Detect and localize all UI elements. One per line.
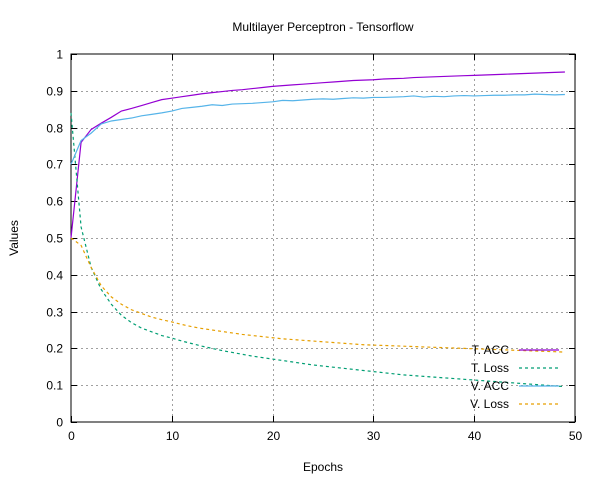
x-axis-label: Epochs: [303, 460, 343, 474]
y-tick-label: 0.4: [46, 269, 63, 283]
y-tick-label: 0: [56, 416, 63, 430]
x-tick-label: 10: [166, 429, 180, 443]
series-line-t-loss: [70, 112, 565, 388]
legend-label-v-acc: V. ACC: [471, 379, 510, 393]
legend: T. ACC T. Loss V. ACC V. Loss: [470, 343, 559, 411]
x-tick-label: 50: [569, 429, 583, 443]
series-line-t-acc: [70, 71, 565, 239]
y-axis-label: Values: [7, 220, 21, 256]
y-tick-label: 0.2: [46, 342, 63, 356]
y-tick-label: 1: [56, 48, 63, 62]
x-tick-label: 30: [367, 429, 381, 443]
grid: [71, 54, 575, 422]
y-tick-label: 0.7: [46, 158, 63, 172]
y-tick-label: 0.8: [46, 122, 63, 136]
series-line-v-loss: [70, 237, 565, 353]
legend-label-v-loss: V. Loss: [470, 397, 509, 411]
series-lines: [70, 71, 565, 388]
x-tick-label: 0: [68, 429, 75, 443]
y-tick-label: 0.1: [46, 379, 63, 393]
x-tick-label: 20: [267, 429, 281, 443]
y-tick-label: 0.9: [46, 85, 63, 99]
y-tick-label: 0.6: [46, 195, 63, 209]
chart-title: Multilayer Perceptron - Tensorflow: [232, 20, 414, 34]
axis-ticks: 00.10.20.30.40.50.60.70.80.910 10 20 30 40 50: [46, 48, 582, 444]
legend-label-t-acc: T. ACC: [472, 343, 510, 357]
y-tick-label: 0.3: [46, 306, 63, 320]
y-tick-label: 0.5: [46, 232, 63, 246]
x-tick-label: 40: [468, 429, 482, 443]
series-line-v-acc: [70, 93, 565, 165]
legend-label-t-loss: T. Loss: [471, 361, 509, 375]
